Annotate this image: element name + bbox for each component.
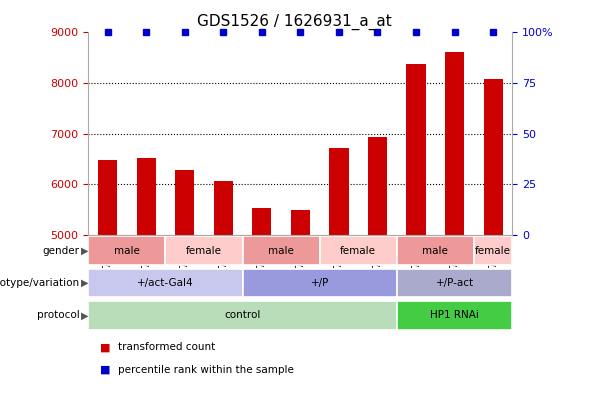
Text: male: male	[268, 246, 294, 256]
Text: control: control	[224, 311, 261, 320]
Text: ▶: ▶	[81, 246, 89, 256]
Bar	[88, 237, 166, 265]
Bar	[166, 237, 243, 265]
Bar	[243, 237, 320, 265]
Bar	[484, 79, 503, 235]
Bar	[252, 208, 272, 235]
Bar	[137, 158, 156, 235]
Bar	[397, 269, 512, 297]
Text: female: female	[475, 246, 511, 256]
Bar	[98, 160, 117, 235]
Text: percentile rank within the sample: percentile rank within the sample	[118, 365, 294, 375]
Text: male: male	[114, 246, 140, 256]
Text: female: female	[340, 246, 376, 256]
Text: ■: ■	[100, 365, 111, 375]
Text: +/P-act: +/P-act	[435, 278, 474, 288]
Text: ▶: ▶	[81, 311, 89, 320]
Text: gender: gender	[42, 246, 80, 256]
Bar	[175, 170, 194, 235]
Text: genotype/variation: genotype/variation	[0, 278, 80, 288]
Text: protocol: protocol	[37, 311, 80, 320]
Text: female: female	[186, 246, 222, 256]
Text: transformed count: transformed count	[118, 343, 215, 352]
Bar	[214, 181, 233, 235]
Text: male: male	[422, 246, 448, 256]
Text: GDS1526 / 1626931_a_at: GDS1526 / 1626931_a_at	[197, 14, 392, 30]
Bar	[329, 148, 349, 235]
Text: ■: ■	[100, 343, 111, 352]
Bar	[406, 64, 426, 235]
Text: HP1 RNAi: HP1 RNAi	[430, 311, 479, 320]
Bar	[368, 137, 387, 235]
Text: +/act-Gal4: +/act-Gal4	[137, 278, 194, 288]
Bar	[445, 52, 464, 235]
Bar	[397, 237, 474, 265]
Bar	[291, 210, 310, 235]
Bar	[243, 269, 397, 297]
Bar	[320, 237, 397, 265]
Bar	[88, 269, 243, 297]
Bar	[88, 301, 397, 330]
Text: +/P: +/P	[310, 278, 329, 288]
Bar	[397, 301, 512, 330]
Bar	[474, 237, 512, 265]
Text: ▶: ▶	[81, 278, 89, 288]
